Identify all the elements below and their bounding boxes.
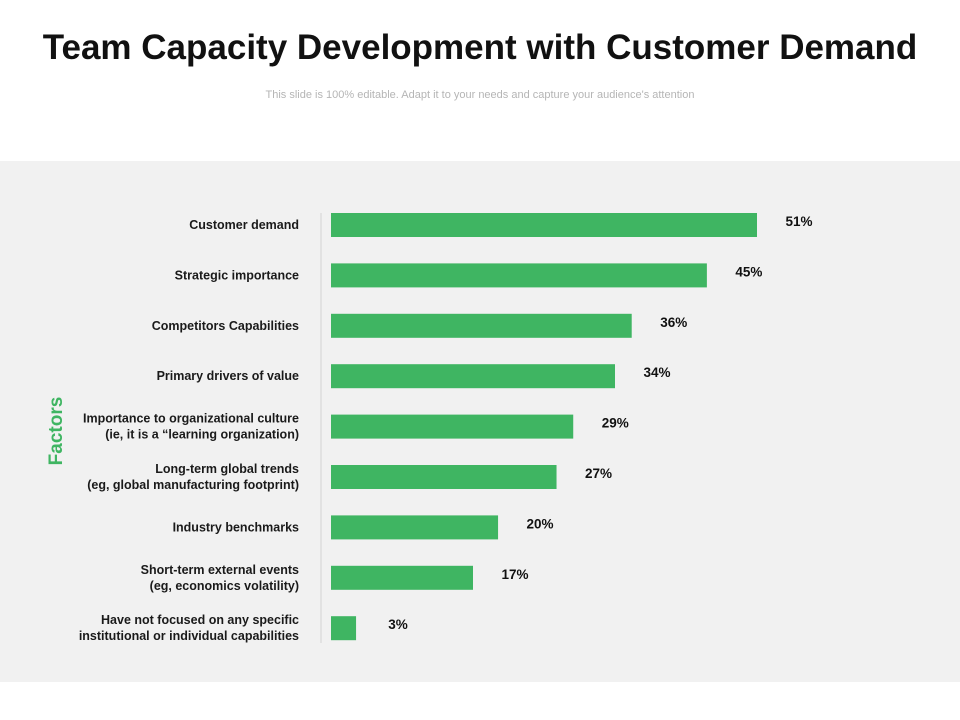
- value-label: 20%: [527, 516, 554, 531]
- category-label-line: Industry benchmarks: [173, 520, 299, 534]
- category-label-line: Have not focused on any specific: [101, 613, 299, 627]
- category-label-line: Strategic importance: [175, 268, 299, 282]
- category-label: Customer demand: [189, 218, 299, 232]
- category-label-line: Competitors Capabilities: [152, 319, 299, 333]
- bar-chart: Factors 51% Customer demand 45% Strategic i…: [46, 213, 813, 643]
- category-label: Long-term global trends (eg, global manuf…: [87, 462, 299, 492]
- category-label-line: Long-term global trends: [155, 462, 299, 476]
- bar: [331, 465, 557, 489]
- bar: [331, 364, 615, 389]
- category-label: Competitors Capabilities: [152, 319, 299, 333]
- bar: [331, 213, 757, 237]
- category-label-line: Customer demand: [189, 218, 299, 232]
- value-label: 51%: [785, 214, 812, 229]
- bar: [331, 263, 707, 288]
- slide-title: Team Capacity Development with Customer …: [42, 28, 918, 67]
- bars-group: 51% Customer demand 45% Strategic importanc…: [79, 213, 813, 643]
- bar: [331, 565, 473, 590]
- category-label: Strategic importance: [175, 268, 299, 282]
- value-label: 27%: [585, 466, 612, 481]
- category-label: Short-term external events (eg, economics…: [141, 563, 299, 593]
- bar: [331, 616, 357, 641]
- bar: [331, 313, 632, 338]
- category-label-line: Importance to organizational culture: [83, 412, 299, 426]
- y-axis-title: Factors: [46, 397, 67, 466]
- value-label: 45%: [735, 264, 762, 279]
- bar: [331, 515, 499, 540]
- value-label: 34%: [643, 365, 670, 380]
- category-label: Have not focused on any specific institut…: [79, 613, 299, 643]
- value-label: 17%: [501, 567, 528, 582]
- bar: [331, 414, 574, 439]
- category-label-line: Primary drivers of value: [157, 369, 299, 383]
- category-label: Importance to organizational culture (ie,…: [83, 412, 299, 442]
- category-label-line: (eg, global manufacturing footprint): [87, 478, 299, 492]
- value-label: 3%: [388, 617, 408, 632]
- slide-subtitle: This slide is 100% editable. Adapt it to…: [265, 89, 695, 101]
- chart-panel: Factors 51% Customer demand 45% Strategic i…: [0, 161, 960, 682]
- category-label: Primary drivers of value: [157, 369, 299, 383]
- value-label: 29%: [602, 416, 629, 431]
- category-label: Industry benchmarks: [173, 520, 299, 534]
- category-label-line: Short-term external events: [141, 563, 299, 577]
- category-label-line: (eg, economics volatility): [150, 579, 299, 593]
- value-label: 36%: [660, 315, 687, 330]
- category-label-line: institutional or individual capabilities: [79, 629, 299, 643]
- category-label-line: (ie, it is a “learning organization): [105, 428, 299, 442]
